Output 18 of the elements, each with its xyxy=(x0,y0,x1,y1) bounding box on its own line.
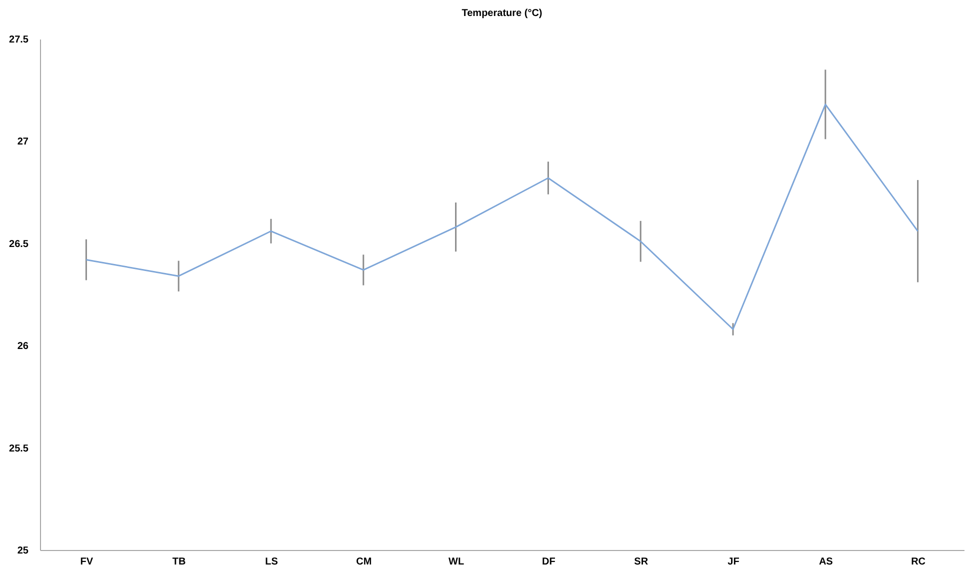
x-tick-label: JF xyxy=(728,556,740,568)
x-tick-label: AS xyxy=(818,556,834,568)
x-tick-label: DF xyxy=(542,556,556,568)
y-tick-label: 25.5 xyxy=(9,443,29,454)
y-tick-label: 27 xyxy=(17,136,29,148)
x-tick-label: LS xyxy=(265,556,278,568)
x-tick-label: CM xyxy=(356,556,372,568)
x-tick-label: SR xyxy=(634,556,649,568)
y-tick-label: 26 xyxy=(17,341,29,352)
chart-title: Temperature (°C) xyxy=(462,8,542,19)
x-tick-label: TB xyxy=(172,556,186,568)
line-series xyxy=(85,104,919,330)
x-tick-label: WL xyxy=(448,556,464,568)
x-tick-label: FV xyxy=(80,556,94,568)
y-tick-label: 27.5 xyxy=(9,34,29,46)
x-tick-label: RC xyxy=(911,556,926,568)
y-tick-label: 26.5 xyxy=(9,238,29,250)
y-tick-label: 25 xyxy=(17,546,29,556)
